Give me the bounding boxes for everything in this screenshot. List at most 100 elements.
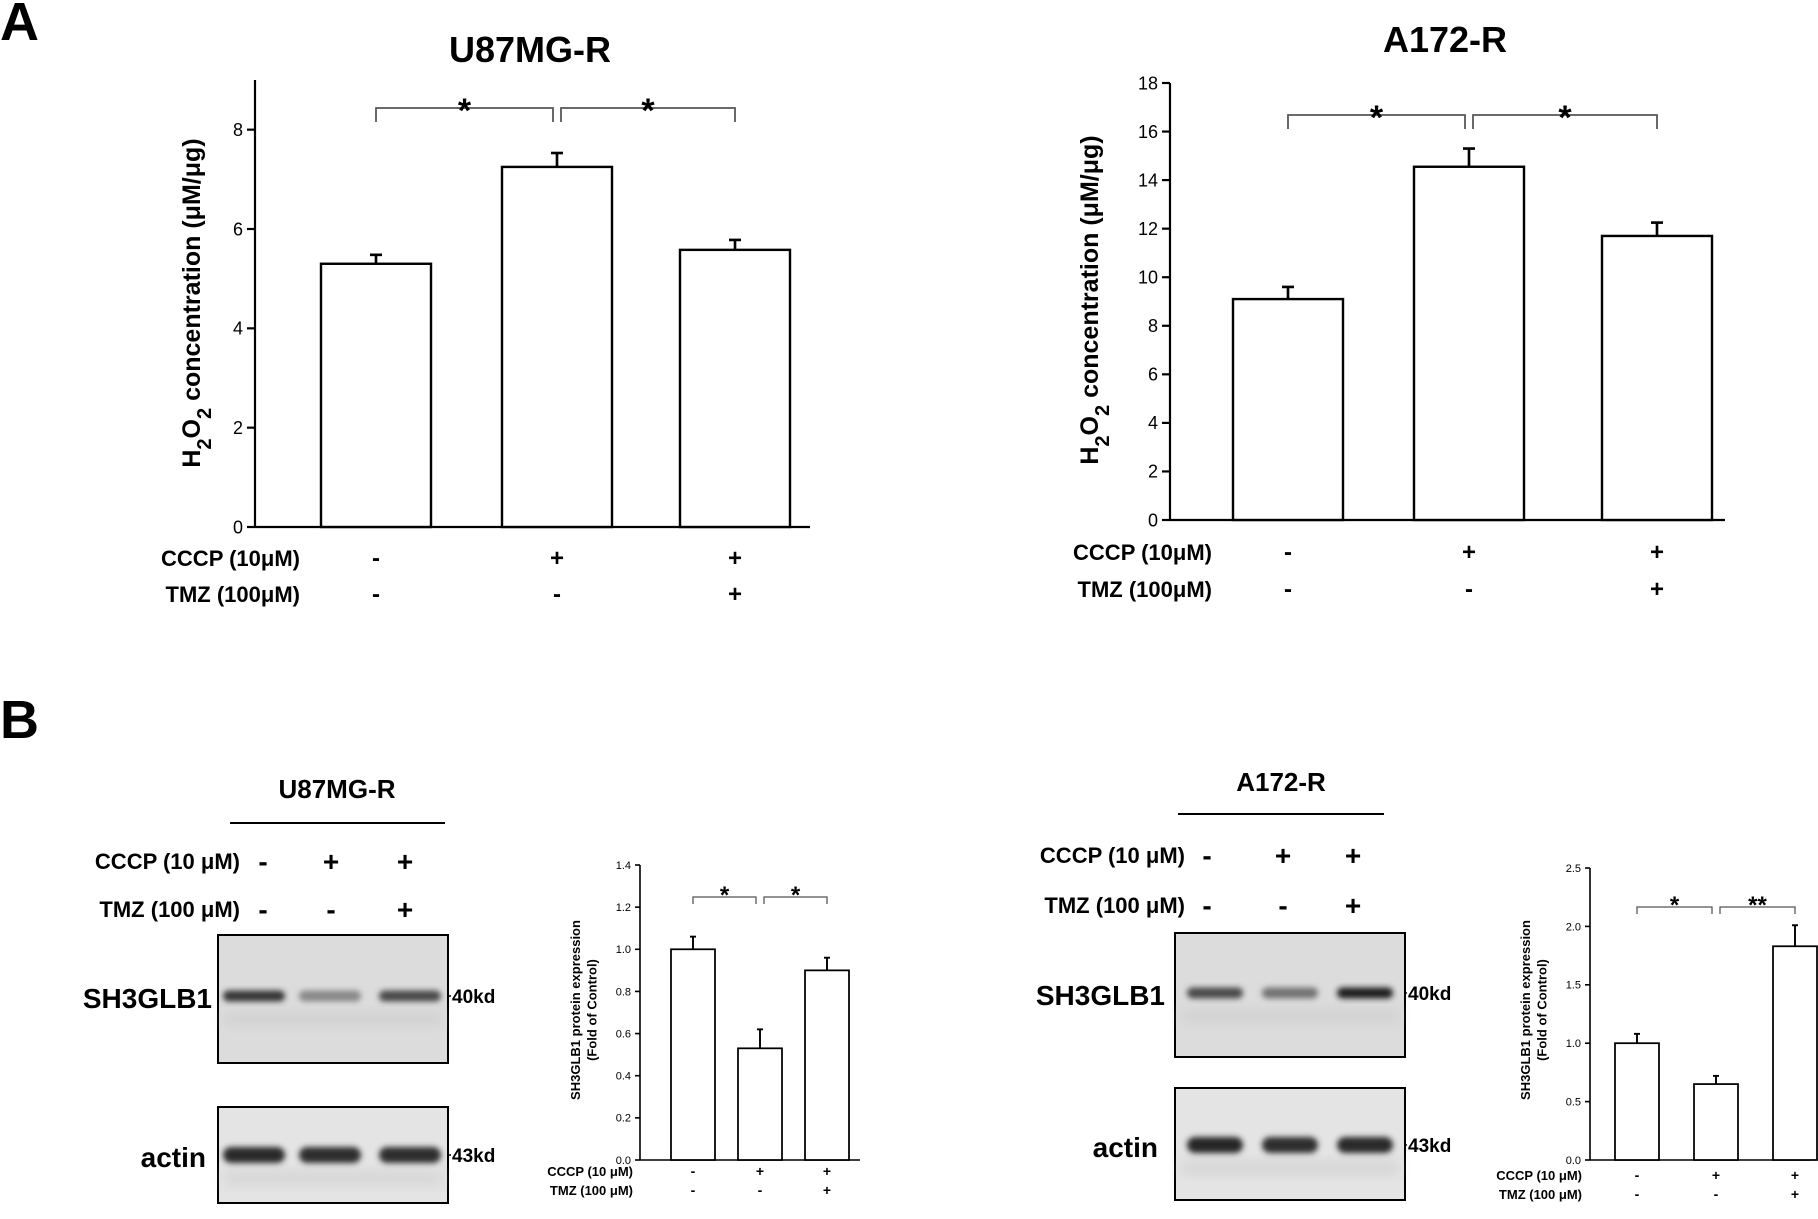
blot-treatment-mark: + <box>323 846 339 877</box>
blot-band <box>379 990 441 1002</box>
blot-cell-line: A172-R <box>1236 767 1326 797</box>
significance-star: * <box>791 882 801 909</box>
blot-treatment-label: CCCP (10 μM) <box>95 849 240 874</box>
a-left-chart: U87MG-R 0 2 4 6 8 H2O2 concentration (μM/μg) * *… <box>161 29 810 608</box>
bar <box>319 262 433 529</box>
blot-band <box>1187 987 1243 999</box>
y-axis-label: SH3GLB1 protein expression(Fold of Contr… <box>1518 920 1549 1100</box>
b-left-chart: 0.0 0.2 0.4 0.6 0.8 1.0 1.2 1.4 SH3GLB1 protein … <box>547 860 860 1198</box>
significance-star: * <box>641 92 655 130</box>
blot-row-actin: actin 43kd <box>1093 1087 1451 1201</box>
treatment-mark: + <box>1791 1167 1799 1183</box>
bar <box>1693 1083 1739 1161</box>
treatment-label: TMZ (100μM) <box>166 582 300 607</box>
significance-bracket <box>375 107 554 122</box>
blot-treatment-label: TMZ (100 μM) <box>1044 893 1185 918</box>
blot-row-sh3glb1: SH3GLB1 40kd <box>83 934 495 1064</box>
significance-bracket <box>692 896 757 904</box>
treatment-mark: + <box>756 1163 764 1179</box>
blot-smear <box>1181 1009 1399 1023</box>
y-tick-label: 8 <box>1148 316 1158 336</box>
significance-star: * <box>1670 892 1680 919</box>
treatment-mark: - <box>372 581 380 608</box>
chart-title: A172-R <box>1383 19 1507 60</box>
y-tick-label: 16 <box>1138 122 1158 142</box>
treatment-label: CCCP (10 μM) <box>1496 1168 1582 1183</box>
treatment-mark: + <box>1462 539 1476 566</box>
panel-label-a: A <box>0 0 39 52</box>
blot-size-marker: 43kd <box>452 1146 495 1167</box>
y-tick-label: 2 <box>233 418 243 438</box>
significance-bracket <box>763 896 828 904</box>
y-tick-label: 1.5 <box>1566 980 1581 992</box>
treatment-mark: - <box>1635 1167 1640 1183</box>
treatment-mark: + <box>1650 539 1664 566</box>
y-tick-label: 2 <box>1148 462 1158 482</box>
blot-band <box>223 1147 285 1163</box>
blot-band <box>1187 1137 1243 1153</box>
treatment-mark: - <box>1635 1186 1640 1202</box>
y-tick-label: 1.4 <box>616 860 631 872</box>
y-tick-label: 2.5 <box>1566 863 1581 875</box>
y-tick-label: 0.8 <box>616 986 631 998</box>
bar <box>1600 234 1714 522</box>
treatment-label: CCCP (10μM) <box>1073 540 1212 565</box>
blot-treatment-mark: - <box>1202 840 1211 871</box>
blot-treatment-mark: - <box>258 894 267 925</box>
b-right-chart: 0.0 0.5 1.0 1.5 2.0 2.5 SH3GLB1 protein expres… <box>1496 863 1818 1202</box>
treatment-mark: + <box>823 1163 831 1179</box>
bar <box>804 969 850 1161</box>
y-tick-label: 0 <box>1148 510 1158 530</box>
bar <box>737 1047 783 1161</box>
y-tick-label: 10 <box>1138 268 1158 288</box>
significance-star: * <box>458 92 472 130</box>
y-axis-label: SH3GLB1 protein expression(Fold of Contr… <box>568 920 599 1100</box>
bar <box>1412 165 1526 522</box>
y-tick-label: 2.0 <box>1566 921 1581 933</box>
blot-treatment-mark: - <box>258 846 267 877</box>
significance-bracket <box>1719 906 1796 914</box>
blot-treatment-mark: + <box>397 846 413 877</box>
blot-band <box>1262 987 1318 999</box>
y-tick-label: 1.0 <box>1566 1038 1581 1050</box>
blot-size-marker: 43kd <box>1408 1136 1451 1157</box>
treatment-label: TMZ (100 μM) <box>1499 1187 1582 1202</box>
y-tick-label: 14 <box>1138 170 1158 190</box>
blot-protein-label: SH3GLB1 <box>83 983 212 1014</box>
treatment-mark: + <box>1650 576 1664 603</box>
blot-band <box>299 1147 361 1163</box>
blot-band <box>1262 1137 1318 1153</box>
y-tick-label: 4 <box>1148 413 1158 433</box>
bar <box>500 165 614 529</box>
significance-bracket <box>1472 114 1658 129</box>
y-axis-label: H2O2 concentration (μM/μg) <box>1076 135 1114 464</box>
treatment-label: TMZ (100 μM) <box>550 1183 633 1198</box>
blot-band <box>379 1147 441 1163</box>
y-tick-label: 0.2 <box>616 1113 631 1125</box>
blot-treatment-label: TMZ (100 μM) <box>99 897 240 922</box>
y-tick-label: 1.2 <box>616 902 631 914</box>
treatment-mark: + <box>1712 1167 1720 1183</box>
bar <box>1772 945 1818 1161</box>
significance-bracket <box>560 107 736 122</box>
blot-treatment-mark: + <box>397 894 413 925</box>
treatment-mark: - <box>1714 1186 1719 1202</box>
y-tick-label: 8 <box>233 120 243 140</box>
treatment-mark: + <box>728 545 742 572</box>
blot-protein-label: actin <box>141 1142 206 1173</box>
bar <box>678 248 792 529</box>
blot-treatment-mark: - <box>1278 890 1287 921</box>
chart-title: U87MG-R <box>449 29 611 70</box>
treatment-label: TMZ (100μM) <box>1078 577 1212 602</box>
significance-star: ** <box>1748 892 1767 919</box>
y-tick-label: 1.0 <box>616 944 631 956</box>
y-tick-label: 12 <box>1138 219 1158 239</box>
panel-label-b: B <box>0 690 39 750</box>
blot-band <box>299 990 361 1002</box>
blot-row-sh3glb1: SH3GLB1 40kd <box>1036 932 1451 1058</box>
blot-treatment-mark: - <box>1202 890 1211 921</box>
blot-band <box>1337 987 1393 999</box>
significance-bracket <box>1287 114 1466 129</box>
